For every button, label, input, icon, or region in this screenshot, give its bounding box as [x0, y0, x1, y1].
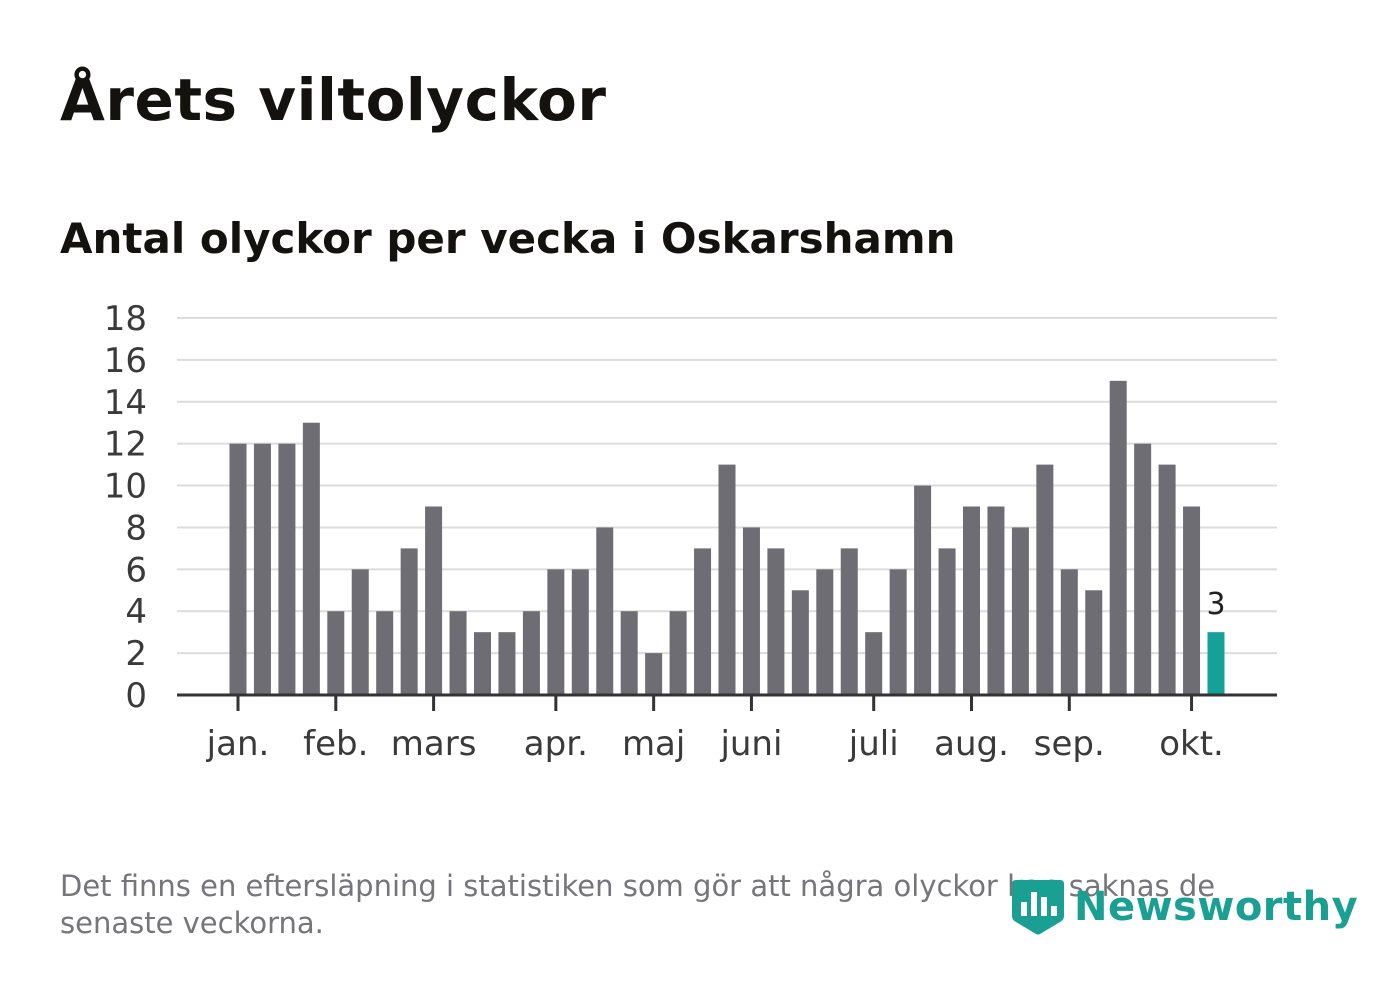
month-label: sep.: [1034, 724, 1105, 764]
bar-week-29[interactable]: [914, 485, 932, 695]
y-tick-label: 18: [104, 299, 147, 339]
bar-week-8[interactable]: [400, 548, 418, 695]
bar-chart-badge-icon: [1012, 880, 1064, 935]
bar-week-27[interactable]: [865, 632, 883, 695]
bar-week-14[interactable]: [547, 569, 565, 695]
newsworthy-logo[interactable]: Newsworthy: [1010, 876, 1358, 938]
bar-week-37[interactable]: [1109, 380, 1127, 695]
bar-week-1[interactable]: [229, 443, 247, 695]
logo-text: Newsworthy: [1074, 884, 1359, 930]
month-label: aug.: [934, 724, 1009, 764]
bar-week-20[interactable]: [694, 548, 712, 695]
y-tick-label: 14: [104, 383, 147, 423]
bar-week-23[interactable]: [767, 548, 785, 695]
bar-week-6[interactable]: [351, 569, 369, 695]
y-tick-label: 8: [125, 508, 147, 548]
month-label: okt.: [1159, 724, 1224, 764]
bar-week-3[interactable]: [278, 443, 296, 695]
latest-value-label: 3: [1206, 587, 1225, 622]
bar-week-35[interactable]: [1060, 569, 1078, 695]
bar-week-38[interactable]: [1134, 443, 1152, 695]
month-label: juni: [719, 724, 782, 764]
bar-week-5[interactable]: [327, 611, 345, 695]
month-label: apr.: [524, 724, 588, 764]
y-tick-label: 2: [125, 634, 147, 674]
bar-week-34[interactable]: [1036, 464, 1054, 695]
bar-week-22[interactable]: [742, 527, 760, 695]
month-label: jan.: [206, 724, 270, 764]
chart-subtitle: Antal olyckor per vecka i Oskarshamn: [60, 214, 956, 263]
bar-week-25[interactable]: [816, 569, 834, 695]
y-tick-label: 12: [104, 425, 147, 465]
month-labels: jan. feb. mars apr. maj juni juli aug. sep. okt.: [206, 695, 1224, 764]
bar-week-10[interactable]: [449, 611, 467, 695]
bar-week-39[interactable]: [1158, 464, 1176, 695]
bar-week-4[interactable]: [302, 422, 320, 695]
data-labels: 3: [1206, 587, 1225, 622]
bar-week-17[interactable]: [620, 611, 638, 695]
bar-week-2[interactable]: [253, 443, 271, 695]
bar-week-7[interactable]: [376, 611, 394, 695]
bar-week-26[interactable]: [840, 548, 858, 695]
bar-week-32[interactable]: [987, 506, 1005, 696]
y-tick-label: 10: [104, 467, 147, 507]
month-label: juli: [848, 724, 899, 764]
bar-week-24[interactable]: [791, 590, 809, 695]
bar-week-40[interactable]: [1183, 506, 1201, 696]
chart-title: Årets viltolyckor: [60, 66, 607, 134]
month-label: feb.: [303, 724, 368, 764]
bar-week-33[interactable]: [1011, 527, 1029, 695]
y-tick-label: 0: [125, 676, 147, 716]
bars: [229, 380, 1225, 696]
bar-week-15[interactable]: [571, 569, 589, 695]
y-tick-label: 6: [125, 550, 147, 590]
bar-week-11[interactable]: [474, 632, 491, 695]
y-tick-label: 4: [125, 592, 147, 632]
bar-week-13[interactable]: [522, 611, 540, 695]
bar-week-16[interactable]: [596, 527, 614, 695]
bar-week-21[interactable]: [718, 464, 736, 695]
bar-latest-week[interactable]: [1207, 632, 1225, 695]
bar-week-18[interactable]: [645, 653, 663, 695]
bar-week-28[interactable]: [889, 569, 907, 695]
bar-week-36[interactable]: [1085, 590, 1103, 695]
y-tick-label: 16: [104, 341, 147, 381]
month-label: mars: [391, 724, 477, 764]
month-label: maj: [622, 724, 685, 764]
bar-week-30[interactable]: [938, 548, 956, 695]
bar-week-9[interactable]: [425, 506, 443, 696]
bar-week-12[interactable]: [498, 632, 516, 695]
bar-week-31[interactable]: [963, 506, 980, 696]
bar-week-19[interactable]: [669, 611, 687, 695]
